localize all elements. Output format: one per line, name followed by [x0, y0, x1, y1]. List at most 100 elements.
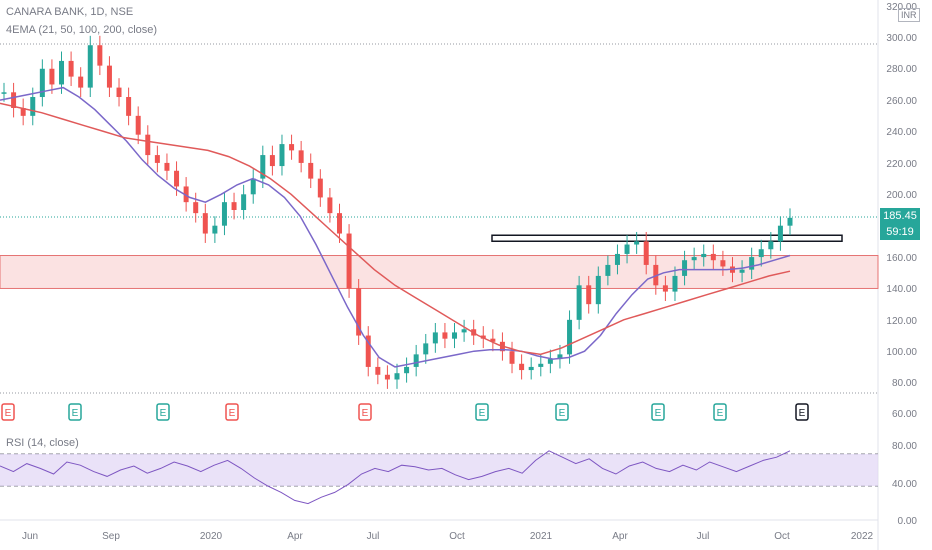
- marker-text: E: [559, 408, 566, 419]
- rsi-tick-label: 40.00: [892, 479, 917, 490]
- candle: [97, 45, 103, 66]
- candle: [423, 343, 429, 355]
- candle: [432, 332, 438, 344]
- price-tick-label: 80.00: [892, 378, 917, 389]
- candle: [164, 162, 170, 171]
- candle: [777, 225, 783, 242]
- candle: [174, 170, 180, 187]
- marker-text: E: [160, 408, 167, 419]
- candle: [183, 186, 189, 203]
- candle: [461, 329, 467, 333]
- marker-box: [475, 403, 489, 421]
- marker-box: [156, 403, 170, 421]
- candle: [490, 338, 496, 342]
- marker-box: [358, 403, 372, 421]
- earnings-marker[interactable]: E: [1, 403, 15, 421]
- candle: [643, 241, 649, 265]
- candle: [442, 332, 448, 339]
- candle: [269, 155, 275, 167]
- price-tick-label: 60.00: [892, 409, 917, 420]
- candle: [614, 253, 620, 265]
- candle: [327, 197, 333, 214]
- candle: [308, 162, 314, 179]
- candle: [634, 241, 640, 245]
- candle: [509, 351, 515, 364]
- rsi-tick-label: 0.00: [898, 516, 918, 527]
- earnings-marker[interactable]: E: [555, 403, 569, 421]
- earnings-marker[interactable]: E: [795, 403, 809, 421]
- candle: [87, 45, 93, 88]
- price-tick-label: 100.00: [886, 347, 917, 358]
- indicator-label: 4EMA (21, 50, 100, 200, close): [6, 24, 158, 36]
- candle: [202, 213, 208, 234]
- price-tick-label: 240.00: [886, 127, 917, 138]
- candle: [336, 213, 342, 234]
- candle: [116, 87, 122, 98]
- marker-text: E: [655, 408, 662, 419]
- candle: [384, 374, 390, 380]
- rsi-tick-label: 80.00: [892, 441, 917, 452]
- price-tick-label: 140.00: [886, 284, 917, 295]
- earnings-marker[interactable]: E: [358, 403, 372, 421]
- time-tick-label: 2020: [200, 531, 223, 542]
- ema-long-line: [0, 102, 791, 356]
- marker-box: [713, 403, 727, 421]
- candle: [682, 260, 688, 276]
- marker-text: E: [799, 408, 806, 419]
- price-tick-label: 260.00: [886, 96, 917, 107]
- resistance-box: [491, 234, 843, 242]
- time-axis[interactable]: Jun Sep 2020 Apr Jul Oct 2021 Apr Jul Oct 2022: [22, 531, 874, 542]
- candle: [59, 60, 65, 85]
- candle: [701, 253, 707, 258]
- candle: [672, 275, 678, 292]
- candle: [231, 202, 237, 210]
- time-tick-label: Apr: [287, 531, 303, 542]
- candle: [250, 178, 256, 195]
- candle: [749, 257, 755, 270]
- candle: [519, 363, 525, 371]
- time-tick-label: Jun: [22, 531, 38, 542]
- candle: [365, 335, 371, 367]
- candle: [39, 68, 45, 98]
- earnings-marker[interactable]: E: [651, 403, 665, 421]
- currency-badge[interactable]: INR: [898, 8, 920, 22]
- candles: [1, 35, 793, 389]
- last-price-tag: 185.45: [880, 208, 920, 224]
- marker-box: [795, 403, 809, 421]
- earnings-marker[interactable]: E: [68, 403, 82, 421]
- candle: [547, 359, 553, 364]
- marker-text: E: [229, 408, 236, 419]
- candle: [241, 194, 247, 210]
- candle: [567, 319, 573, 355]
- candle: [289, 144, 295, 151]
- marker-box: [1, 403, 15, 421]
- time-tick-label: 2022: [851, 531, 874, 542]
- marker-box: [651, 403, 665, 421]
- marker-text: E: [5, 408, 12, 419]
- candle: [605, 264, 611, 276]
- earnings-marker[interactable]: E: [156, 403, 170, 421]
- time-tick-label: Apr: [612, 531, 628, 542]
- earnings-marker[interactable]: E: [713, 403, 727, 421]
- marker-box: [68, 403, 82, 421]
- candle: [78, 76, 84, 88]
- price-tick-label: 120.00: [886, 316, 917, 327]
- price-axis[interactable]: 320.00 300.00 280.00 260.00 240.00 220.00 200.…: [886, 2, 917, 527]
- candle: [576, 285, 582, 320]
- price-tick-label: 160.00: [886, 253, 917, 264]
- candle: [212, 225, 218, 234]
- candle: [557, 354, 563, 360]
- earnings-marker[interactable]: E: [225, 403, 239, 421]
- candle: [356, 288, 362, 336]
- candle: [452, 332, 458, 339]
- candle: [375, 366, 381, 375]
- time-tick-label: Oct: [774, 531, 790, 542]
- candle: [595, 275, 601, 305]
- candle: [279, 144, 285, 167]
- candle: [758, 249, 764, 258]
- candle: [298, 150, 304, 163]
- earnings-marker[interactable]: E: [475, 403, 489, 421]
- price-tick-label: 280.00: [886, 64, 917, 75]
